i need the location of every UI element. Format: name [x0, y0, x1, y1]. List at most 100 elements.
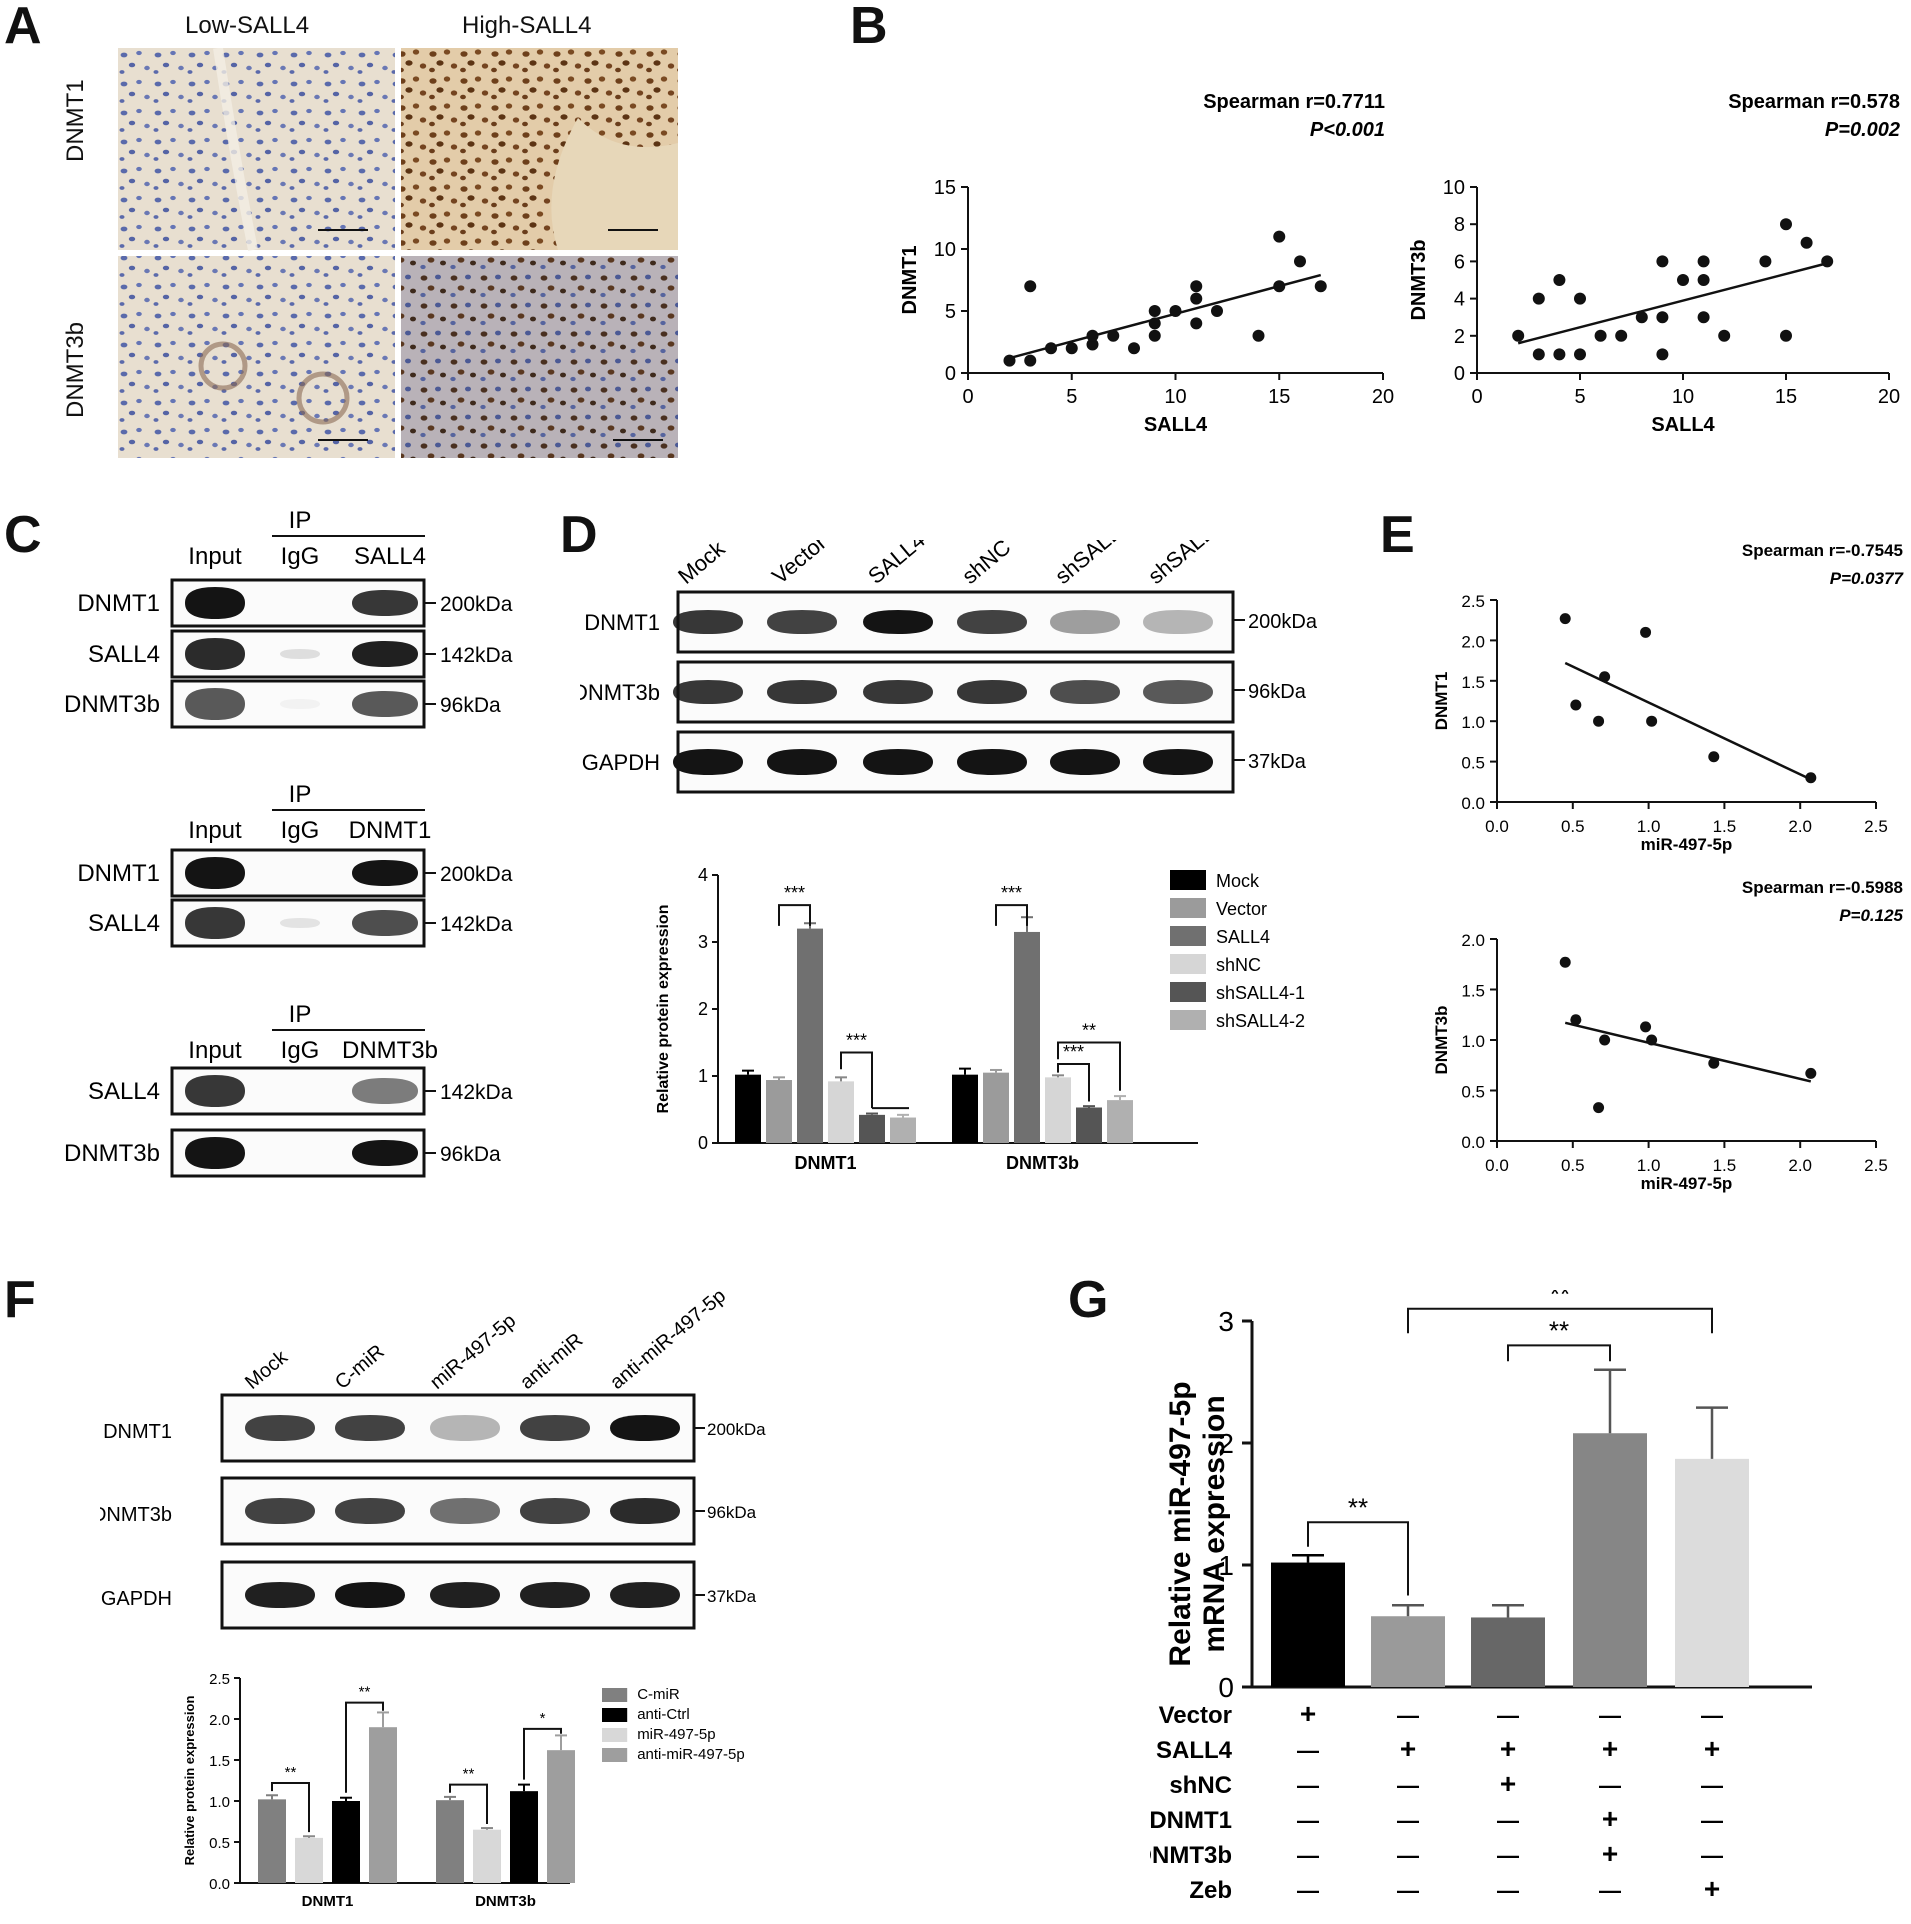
panel-a-col-label-low: Low-SALL4: [185, 12, 310, 39]
significance-label: **: [1549, 1315, 1569, 1345]
regression-line: [1564, 661, 1812, 781]
y-tick-label: 10: [934, 239, 956, 261]
panel-letter-g: G: [1068, 1271, 1109, 1329]
y-tick-label: 0: [1218, 1672, 1234, 1703]
significance-bracket: [1057, 1041, 1121, 1091]
data-point: [1780, 329, 1792, 342]
blot-band: [957, 749, 1027, 775]
legend-label: miR-497-5p: [637, 1726, 715, 1743]
x-tick-label: 2.0: [1788, 1156, 1812, 1175]
stat-r-label: Spearman r=0.7711: [1203, 91, 1385, 113]
condition-sign: —: [1497, 1878, 1519, 1903]
data-point: [1273, 280, 1286, 293]
data-point: [1593, 715, 1605, 727]
legend-swatch: [1170, 898, 1206, 918]
bar-chart-f: 0.0 0.5 1.0 1.5 2.0 2.5 Relative protein expre…: [182, 1671, 745, 1910]
kda-label: 37kDa: [707, 1587, 757, 1606]
y-tick-label: 2.5: [1461, 592, 1485, 611]
data-point: [1045, 342, 1057, 355]
data-point: [1553, 348, 1566, 361]
lane-label: SALL4: [863, 540, 930, 589]
legend-label: shNC: [1216, 955, 1261, 975]
condition-sign: —: [1397, 1703, 1419, 1728]
lane-label: IgG: [281, 817, 320, 844]
condition-sign: —: [1397, 1878, 1419, 1903]
blot-row-label: SALL4: [88, 910, 160, 937]
x-tick-label: 5: [1574, 386, 1585, 408]
y-tick-label: 1: [1218, 1550, 1234, 1581]
data-point: [1086, 329, 1099, 342]
y-tick-label: 0: [945, 363, 956, 385]
x-axis-label: SALL4: [1651, 414, 1715, 436]
stat-p-label: P=0.125: [1839, 906, 1903, 925]
ip-label: IP: [289, 507, 312, 534]
data-point: [1574, 348, 1586, 361]
data-point: [1708, 751, 1720, 763]
bar: [1014, 931, 1040, 1143]
blot-row-label: SALL4: [88, 641, 160, 668]
bar: [1271, 1562, 1345, 1687]
data-point: [1570, 699, 1582, 711]
blot-band: [280, 699, 320, 709]
x-axis-label: SALL4: [1144, 414, 1208, 436]
significance-label: **: [285, 1764, 297, 1781]
significance-label: **: [463, 1766, 475, 1783]
data-point: [1599, 671, 1611, 683]
bar: [332, 1801, 360, 1883]
lane-label: Input: [188, 543, 242, 570]
y-tick-label: 3: [1218, 1306, 1234, 1337]
legend-label: shSALL4-1: [1216, 983, 1305, 1003]
significance-bracket: [840, 1051, 873, 1109]
data-point: [1148, 317, 1161, 330]
blot-band: [185, 907, 245, 939]
bar: [1471, 1617, 1545, 1687]
lane-label: anti-miR: [516, 1329, 587, 1394]
y-tick-label: 0.5: [209, 1835, 230, 1852]
blot-band: [673, 610, 743, 634]
data-point: [1024, 280, 1037, 293]
bar: [295, 1837, 323, 1883]
condition-sign: —: [1701, 1703, 1723, 1728]
bar: [1573, 1433, 1647, 1687]
data-point: [1107, 329, 1120, 342]
bar: [1045, 1077, 1071, 1143]
condition-sign: +: [1400, 1733, 1416, 1764]
y-axis-label: Relative protein expression: [182, 1696, 197, 1866]
data-point: [1190, 317, 1203, 330]
y-tick-label: 3: [698, 932, 708, 952]
blot-band: [430, 1498, 500, 1524]
blot-band: [767, 610, 837, 634]
blot-band: [280, 649, 320, 659]
regression-line: [1009, 273, 1322, 360]
x-tick-label: 10: [1672, 386, 1694, 408]
data-point: [1148, 329, 1161, 342]
significance-bracket: [271, 1781, 310, 1833]
blot-band: [1050, 610, 1120, 634]
significance-label: ***: [784, 883, 805, 903]
condition-label: shDNMT1: [1150, 1807, 1232, 1834]
blot-band: [352, 860, 418, 886]
ihc-high-dnmt3b-image: [401, 256, 678, 458]
x-tick-label: 1.5: [1713, 817, 1737, 836]
legend-label: anti-Ctrl: [637, 1706, 690, 1723]
data-point: [1294, 255, 1306, 268]
y-axis-label: DNMT1: [1435, 672, 1451, 731]
data-point: [1559, 956, 1571, 968]
bar: [797, 928, 823, 1143]
scatter-chart-b1: 0 5 10 15 20 0 5 10 15 SALL4 DNMT1 Spearman r=0.771…: [899, 91, 1394, 436]
significance-bracket: [345, 1701, 384, 1793]
data-point: [1708, 1057, 1720, 1069]
bar: [547, 1750, 575, 1883]
legend-swatch: [602, 1728, 628, 1742]
condition-sign: —: [1497, 1843, 1519, 1868]
significance-label: ***: [846, 1031, 867, 1051]
condition-sign: —: [1701, 1843, 1723, 1868]
bar-chart-g: 0 1 2 3 Relative miR-497-5p mRNA expression **…: [1150, 1290, 1812, 1904]
blot-band: [352, 691, 418, 717]
data-point: [1065, 342, 1078, 355]
kda-label: 37kDa: [1248, 751, 1307, 773]
bar: [436, 1800, 464, 1883]
data-point: [1656, 255, 1669, 268]
significance-bracket: [1407, 1307, 1713, 1334]
blot-band: [430, 1582, 500, 1608]
